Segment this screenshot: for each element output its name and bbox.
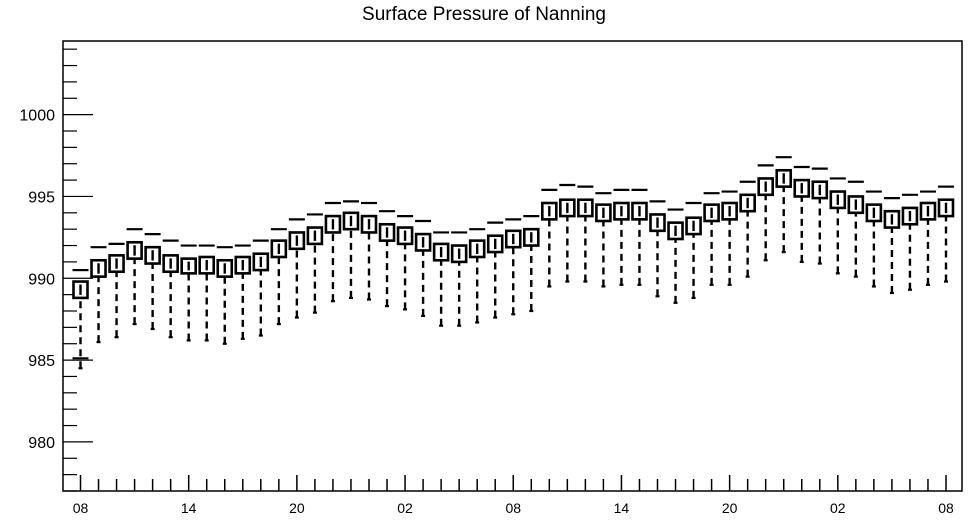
- box-plot: [613, 188, 630, 286]
- box-plot: [811, 167, 829, 265]
- box-plot: [631, 188, 648, 286]
- chart-title: Surface Pressure of Nanning: [362, 4, 606, 25]
- box-plot: [162, 239, 179, 339]
- box-plot: [72, 268, 89, 370]
- box-plot: [126, 228, 143, 326]
- box-plot: [883, 196, 901, 295]
- box-plot: [108, 242, 125, 339]
- x-tick-label: 20: [289, 500, 305, 516]
- x-tick-label: 02: [397, 500, 413, 516]
- x-tick-label: 20: [722, 500, 738, 516]
- box-plot: [216, 246, 234, 345]
- box-plot: [703, 192, 720, 286]
- x-tick-label: 08: [505, 500, 521, 516]
- x-tick-label: 14: [614, 500, 630, 516]
- x-tick-label: 02: [830, 500, 846, 516]
- box-plot: [288, 218, 306, 319]
- box-plot: [396, 214, 414, 311]
- box-plot: [775, 156, 793, 254]
- box-plot: [414, 219, 432, 318]
- box-plot: [378, 210, 396, 308]
- box-plot: [198, 244, 216, 342]
- box-plot: [252, 239, 270, 337]
- box-plot: [342, 200, 360, 300]
- box-plot: [865, 190, 883, 288]
- box-plot: [180, 244, 197, 342]
- box-plot: [432, 231, 450, 327]
- box-plot: [739, 180, 756, 278]
- y-axis-ticks: 980 985 990 995 1000: [19, 48, 93, 492]
- box-plot: [486, 221, 504, 319]
- y-tick-label: 985: [28, 353, 55, 370]
- box-plot: [522, 214, 540, 313]
- x-tick-label: 14: [181, 500, 197, 516]
- box-plot: [829, 177, 847, 275]
- x-tick-label: 08: [938, 500, 954, 516]
- box-plot: [324, 201, 342, 303]
- box-plot: [450, 231, 468, 327]
- box-plot: [360, 201, 378, 301]
- y-tick-label: 995: [28, 189, 55, 206]
- box-plot: [721, 190, 738, 286]
- x-tick-label: 08: [73, 500, 89, 516]
- y-tick-label: 1000: [19, 108, 55, 125]
- box-plot: [667, 208, 684, 304]
- box-plot: [577, 185, 594, 283]
- box-plot: [306, 213, 324, 314]
- box-plot: [541, 188, 558, 288]
- box-plot: [685, 201, 702, 300]
- box-plot: [793, 165, 811, 264]
- box-plot: [468, 228, 486, 324]
- box-plot: [559, 183, 576, 283]
- y-tick-label: 980: [28, 435, 55, 452]
- box-series: [72, 156, 955, 370]
- box-plot: [847, 180, 865, 278]
- box-plot: [757, 164, 774, 262]
- x-axis-ticks: 08 14 20 02 08 14 20 02 08: [73, 475, 954, 516]
- box-plot: [919, 190, 937, 286]
- y-tick-label: 990: [28, 271, 55, 288]
- box-plot: [901, 193, 919, 291]
- box-plot: [504, 218, 522, 316]
- box-plot: [270, 228, 288, 326]
- box-plot: [595, 192, 612, 288]
- box-plot: [90, 246, 107, 344]
- box-plot: [234, 244, 252, 340]
- box-plot: [649, 200, 666, 298]
- box-plot: [937, 185, 955, 283]
- box-plot: [144, 232, 161, 331]
